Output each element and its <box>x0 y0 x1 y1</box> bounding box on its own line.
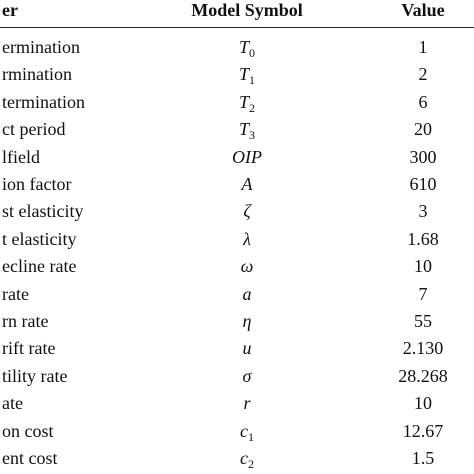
value-cell: 300 <box>409 146 437 167</box>
parameter-cell: ct period <box>2 119 66 140</box>
symbol-cell: c1 <box>240 420 254 444</box>
parameter-cell: ermination <box>2 37 80 57</box>
symbol-subscript: 1 <box>248 429 254 444</box>
parameter-cell: ent cost <box>2 448 58 468</box>
value-cell: 1.5 <box>411 448 435 468</box>
value-cell: 10 <box>414 393 432 414</box>
symbol: η <box>242 311 252 331</box>
parameter-cell: on cost <box>2 420 54 441</box>
symbol: T <box>238 119 250 140</box>
symbol-cell: T1 <box>238 64 256 88</box>
symbol-subscript: 2 <box>249 100 256 115</box>
symbol-cell: η <box>243 311 252 331</box>
value-cell: 7 <box>418 283 428 304</box>
value-cell: 2.130 <box>402 338 444 359</box>
parameter-cell: ate <box>2 393 23 414</box>
symbol-cell: T0 <box>238 37 256 60</box>
symbol-cell: λ <box>243 229 251 249</box>
symbol-cell: u <box>243 338 252 358</box>
value-cell: 55 <box>414 311 432 331</box>
symbol-subscript: 2 <box>248 457 254 471</box>
parameter-cell: tility rate <box>2 365 68 386</box>
value-cell: 20 <box>414 119 432 140</box>
parameter-cell: rn rate <box>2 311 49 331</box>
parameter-cell: ion factor <box>2 174 72 194</box>
symbol-cell: OIP <box>232 147 262 167</box>
parameter-cell: rate <box>2 283 29 304</box>
parameter-cell: lfield <box>2 146 40 167</box>
symbol: r <box>243 393 251 414</box>
value-cell: 610 <box>409 174 437 194</box>
symbol-cell: T3 <box>238 119 256 143</box>
symbol: c <box>240 448 248 468</box>
header-cell: Model Symbol <box>191 0 303 20</box>
symbol-cell: T2 <box>238 91 256 115</box>
value-cell: 3 <box>418 201 428 222</box>
symbol: A <box>241 174 253 194</box>
parameter-cell: st elasticity <box>2 201 84 222</box>
symbol-subscript: 3 <box>249 128 256 143</box>
symbol: T <box>238 64 250 85</box>
symbol: ζ <box>243 201 251 222</box>
symbol-cell: ω <box>241 256 254 276</box>
symbol-cell: A <box>242 174 253 194</box>
symbol: c <box>240 420 248 441</box>
symbol: OIP <box>232 146 262 167</box>
symbol-subscript: 0 <box>249 46 256 60</box>
symbol: T <box>238 91 250 112</box>
symbol: T <box>238 37 250 57</box>
header-cell: Value <box>401 0 445 20</box>
symbol-subscript: 1 <box>249 73 256 88</box>
value-cell: 10 <box>414 256 432 277</box>
symbol-cell: ζ <box>243 201 250 221</box>
symbol: ω <box>240 256 254 277</box>
symbol: a <box>242 283 252 304</box>
value-cell: 1 <box>418 37 428 57</box>
symbol-cell: c2 <box>240 448 254 471</box>
value-cell: 1.68 <box>407 228 439 249</box>
parameter-cell: termination <box>2 91 85 112</box>
symbol: λ <box>243 228 251 249</box>
symbol: u <box>242 338 252 359</box>
symbol-cell: σ <box>243 366 252 386</box>
header-rule <box>0 27 474 28</box>
parameter-cell: ecline rate <box>2 256 77 277</box>
symbol-cell: r <box>243 393 250 413</box>
symbol-cell: a <box>243 284 252 304</box>
header-cell: er <box>2 0 18 20</box>
parameter-cell: rift rate <box>2 338 56 359</box>
parameter-cell: t elasticity <box>2 228 77 249</box>
value-cell: 12.67 <box>402 420 444 441</box>
value-cell: 2 <box>418 64 428 85</box>
parameter-cell: rmination <box>2 64 72 85</box>
value-cell: 28.268 <box>398 365 448 386</box>
symbol: σ <box>242 365 252 386</box>
value-cell: 6 <box>418 91 428 112</box>
